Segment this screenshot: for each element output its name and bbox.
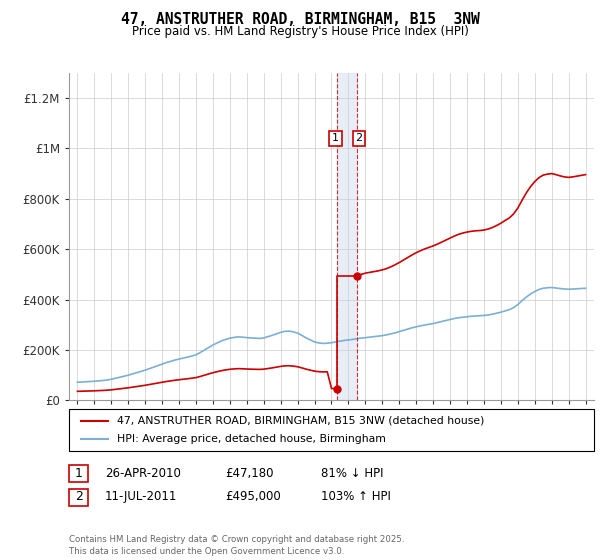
Text: 47, ANSTRUTHER ROAD, BIRMINGHAM, B15  3NW: 47, ANSTRUTHER ROAD, BIRMINGHAM, B15 3NW — [121, 12, 479, 27]
Text: 1: 1 — [332, 133, 339, 143]
Text: 81% ↓ HPI: 81% ↓ HPI — [321, 466, 383, 480]
Text: 26-APR-2010: 26-APR-2010 — [105, 466, 181, 480]
Text: £47,180: £47,180 — [225, 466, 274, 480]
Bar — [337, 73, 358, 400]
Text: 2: 2 — [74, 490, 83, 503]
Text: 1: 1 — [74, 466, 83, 480]
Text: 103% ↑ HPI: 103% ↑ HPI — [321, 490, 391, 503]
Text: 47, ANSTRUTHER ROAD, BIRMINGHAM, B15 3NW (detached house): 47, ANSTRUTHER ROAD, BIRMINGHAM, B15 3NW… — [117, 416, 484, 426]
Text: Price paid vs. HM Land Registry's House Price Index (HPI): Price paid vs. HM Land Registry's House … — [131, 25, 469, 38]
Text: 11-JUL-2011: 11-JUL-2011 — [105, 490, 178, 503]
Text: HPI: Average price, detached house, Birmingham: HPI: Average price, detached house, Birm… — [117, 434, 386, 444]
Text: £495,000: £495,000 — [225, 490, 281, 503]
Text: 2: 2 — [356, 133, 362, 143]
Text: Contains HM Land Registry data © Crown copyright and database right 2025.
This d: Contains HM Land Registry data © Crown c… — [69, 535, 404, 556]
